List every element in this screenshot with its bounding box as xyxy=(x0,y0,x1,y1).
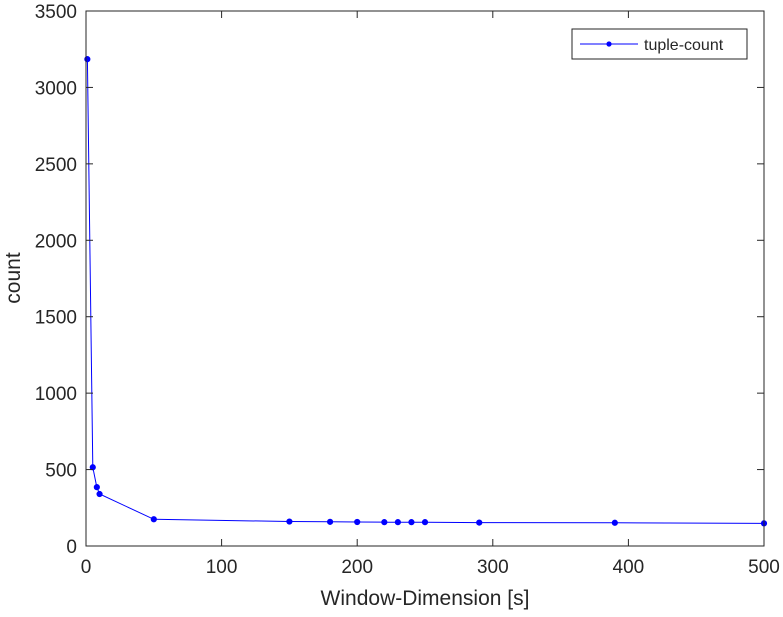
x-tick-label: 100 xyxy=(206,557,238,578)
y-tick-label: 3500 xyxy=(35,2,77,23)
y-axis-label: count xyxy=(2,252,25,304)
x-tick-label: 200 xyxy=(341,557,373,578)
data-point xyxy=(354,518,361,526)
plot-area xyxy=(86,11,764,546)
axes-box xyxy=(85,10,765,547)
series-layer xyxy=(84,56,768,527)
data-point xyxy=(381,519,388,526)
data-point xyxy=(93,484,100,491)
legend-marker xyxy=(606,41,612,47)
data-point xyxy=(394,519,401,526)
data-point xyxy=(326,518,334,525)
legend-label: tuple-count xyxy=(644,37,724,54)
x-axis-label: Window-Dimension [s] xyxy=(321,587,530,610)
legend: tuple-count xyxy=(571,28,748,60)
data-point xyxy=(611,519,618,526)
data-point xyxy=(150,516,157,523)
y-tick-label: 0 xyxy=(66,537,77,558)
data-point xyxy=(286,518,293,525)
data-point xyxy=(421,519,429,526)
x-tick-label: 300 xyxy=(477,557,509,578)
data-point xyxy=(96,490,103,498)
data-point xyxy=(408,519,415,526)
y-tick-label: 500 xyxy=(45,461,77,482)
y-tick-label: 2500 xyxy=(35,155,77,176)
y-tick-label: 2000 xyxy=(35,231,77,252)
data-point xyxy=(476,519,483,526)
y-tick-label: 1000 xyxy=(35,384,77,405)
x-tick-label: 400 xyxy=(613,557,645,578)
y-tick-label: 1500 xyxy=(35,308,77,329)
x-tick-label: 500 xyxy=(748,557,780,578)
ticks-layer: 0 100 200 300 400 500 0 500 1000 1500 2000 2500 3000… xyxy=(35,2,780,578)
x-tick-label: 0 xyxy=(81,557,92,578)
y-tick-label: 3000 xyxy=(35,78,77,99)
